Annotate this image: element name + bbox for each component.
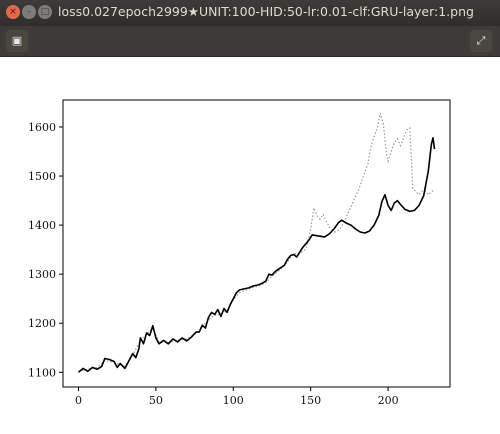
gallery-toggle-button[interactable]: ▣ bbox=[6, 30, 28, 52]
x-tick-label: 50 bbox=[149, 394, 163, 407]
line-chart: 0 50 100 150 200 1100 1200 1300 1400 1500 1600 bbox=[28, 99, 451, 407]
y-tick-label: 1100 bbox=[28, 366, 56, 379]
window-title: loss0.027epoch2999★UNIT:100-HID:50-lr:0.… bbox=[58, 4, 474, 19]
fullscreen-icon: ⤢ bbox=[476, 34, 486, 47]
close-icon: × bbox=[9, 7, 17, 17]
series-line-1 bbox=[78, 113, 435, 372]
y-tick-label: 1300 bbox=[28, 268, 56, 281]
close-window-button[interactable]: × bbox=[6, 5, 20, 19]
x-tick-label: 150 bbox=[300, 394, 321, 407]
maximize-icon: □ bbox=[40, 7, 50, 17]
x-tick-label: 0 bbox=[75, 394, 82, 407]
y-tick-label: 1600 bbox=[28, 121, 56, 134]
image-canvas: 0 50 100 150 200 1100 1200 1300 1400 1500 1600 bbox=[0, 57, 500, 430]
plot-frame bbox=[62, 99, 451, 388]
minimize-icon: – bbox=[26, 7, 32, 17]
maximize-window-button[interactable]: □ bbox=[38, 5, 52, 19]
y-tick-label: 1200 bbox=[28, 317, 56, 330]
viewer-toolbar: ▣ ⤢ bbox=[0, 26, 500, 57]
x-tick-label: 200 bbox=[378, 394, 399, 407]
x-tick-label: 100 bbox=[223, 394, 244, 407]
minimize-window-button[interactable]: – bbox=[22, 5, 36, 19]
y-tick-label: 1400 bbox=[28, 219, 56, 232]
gallery-icon: ▣ bbox=[11, 34, 23, 47]
y-tick-label: 1500 bbox=[28, 170, 56, 183]
series-line-0 bbox=[77, 137, 436, 373]
title-bar: × – □ loss0.027epoch2999★UNIT:100-HID:50… bbox=[0, 0, 500, 26]
fullscreen-button[interactable]: ⤢ bbox=[470, 30, 492, 52]
